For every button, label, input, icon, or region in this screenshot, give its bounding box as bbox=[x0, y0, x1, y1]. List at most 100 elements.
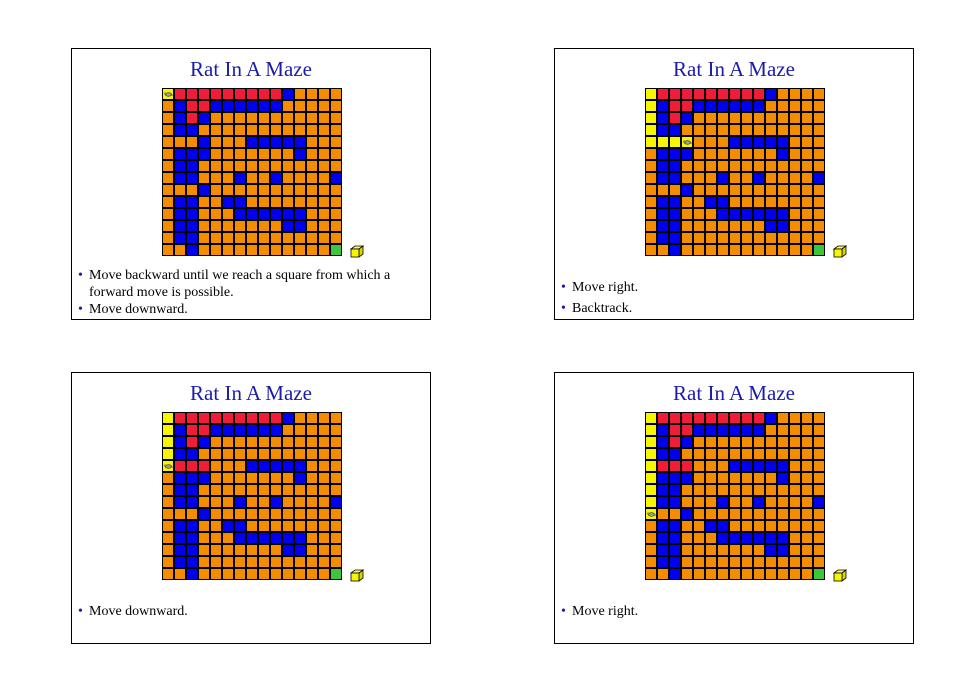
maze-cell bbox=[306, 124, 318, 136]
maze-cell bbox=[777, 244, 789, 256]
maze-cell bbox=[669, 448, 681, 460]
maze-cell bbox=[669, 184, 681, 196]
maze-cell bbox=[717, 112, 729, 124]
bullet-item: • Move downward. bbox=[78, 302, 188, 317]
maze-cell bbox=[258, 436, 270, 448]
maze-cell bbox=[306, 172, 318, 184]
maze-cell bbox=[270, 484, 282, 496]
maze-cell bbox=[186, 100, 198, 112]
maze-cell bbox=[258, 184, 270, 196]
maze-cell bbox=[198, 148, 210, 160]
maze-cell bbox=[318, 172, 330, 184]
maze-cell bbox=[318, 124, 330, 136]
maze-cell bbox=[234, 556, 246, 568]
maze-cell bbox=[318, 160, 330, 172]
maze-cell bbox=[681, 100, 693, 112]
maze-cell bbox=[729, 136, 741, 148]
maze-cell bbox=[174, 436, 186, 448]
maze-cell bbox=[681, 88, 693, 100]
maze-cell bbox=[657, 484, 669, 496]
maze-cell bbox=[645, 184, 657, 196]
maze-cell bbox=[741, 148, 753, 160]
maze-cell bbox=[234, 184, 246, 196]
maze-cell bbox=[645, 472, 657, 484]
maze-cell bbox=[198, 520, 210, 532]
maze-cell bbox=[330, 244, 342, 256]
maze-cell bbox=[669, 232, 681, 244]
maze-cell bbox=[306, 448, 318, 460]
maze-cell bbox=[318, 472, 330, 484]
maze-cell bbox=[174, 412, 186, 424]
maze-cell bbox=[729, 508, 741, 520]
maze-cell bbox=[318, 496, 330, 508]
maze-cell bbox=[729, 208, 741, 220]
maze-cell bbox=[669, 472, 681, 484]
maze-cell bbox=[162, 532, 174, 544]
maze-cell bbox=[306, 136, 318, 148]
maze-cell bbox=[318, 100, 330, 112]
maze-cell bbox=[198, 472, 210, 484]
maze-cell bbox=[198, 100, 210, 112]
maze-cell bbox=[741, 244, 753, 256]
slide-title: Rat In A Maze bbox=[673, 57, 795, 81]
maze-cell bbox=[162, 184, 174, 196]
maze-cell bbox=[741, 544, 753, 556]
maze-cell bbox=[753, 88, 765, 100]
maze-cell bbox=[198, 220, 210, 232]
maze-cell bbox=[705, 472, 717, 484]
maze-cell bbox=[657, 424, 669, 436]
maze-cell bbox=[801, 484, 813, 496]
maze-cell bbox=[330, 520, 342, 532]
maze-cell bbox=[246, 244, 258, 256]
maze-cell bbox=[234, 124, 246, 136]
maze-cell bbox=[765, 136, 777, 148]
maze-cell bbox=[669, 220, 681, 232]
maze-cell bbox=[210, 556, 222, 568]
maze-cell bbox=[789, 124, 801, 136]
maze-cell bbox=[294, 556, 306, 568]
maze-cell bbox=[270, 532, 282, 544]
maze-cell bbox=[753, 124, 765, 136]
maze-cell bbox=[693, 424, 705, 436]
maze-cell bbox=[246, 520, 258, 532]
maze-cell bbox=[765, 124, 777, 136]
maze-cell bbox=[270, 100, 282, 112]
maze-cell bbox=[198, 232, 210, 244]
maze-cell bbox=[306, 100, 318, 112]
maze-cell bbox=[657, 568, 669, 580]
maze-cell bbox=[330, 568, 342, 580]
maze-cell bbox=[330, 148, 342, 160]
maze-cell bbox=[645, 160, 657, 172]
maze-cell bbox=[330, 196, 342, 208]
maze-cell bbox=[222, 172, 234, 184]
maze-cell bbox=[282, 484, 294, 496]
maze-cell bbox=[234, 472, 246, 484]
maze-cell bbox=[705, 148, 717, 160]
maze-cell bbox=[186, 508, 198, 520]
maze-cell bbox=[693, 472, 705, 484]
maze-cell bbox=[681, 220, 693, 232]
maze-cell bbox=[186, 184, 198, 196]
maze-cell bbox=[657, 244, 669, 256]
maze-cell bbox=[705, 460, 717, 472]
maze-cell bbox=[258, 244, 270, 256]
maze-cell bbox=[741, 208, 753, 220]
maze-cell bbox=[186, 544, 198, 556]
maze-cell bbox=[318, 484, 330, 496]
maze-cell bbox=[282, 160, 294, 172]
maze-cell bbox=[330, 436, 342, 448]
maze-cell bbox=[681, 532, 693, 544]
bullet-item: • Backtrack. bbox=[561, 301, 633, 316]
maze-cell bbox=[765, 460, 777, 472]
maze-cell bbox=[741, 232, 753, 244]
maze-cell bbox=[282, 232, 294, 244]
maze-cell bbox=[681, 496, 693, 508]
maze-cell bbox=[186, 148, 198, 160]
maze-cell bbox=[777, 100, 789, 112]
maze-cell bbox=[186, 112, 198, 124]
maze-cell bbox=[801, 532, 813, 544]
maze-cell bbox=[753, 148, 765, 160]
maze-cell bbox=[294, 232, 306, 244]
maze-cell bbox=[741, 424, 753, 436]
maze-cell bbox=[198, 436, 210, 448]
